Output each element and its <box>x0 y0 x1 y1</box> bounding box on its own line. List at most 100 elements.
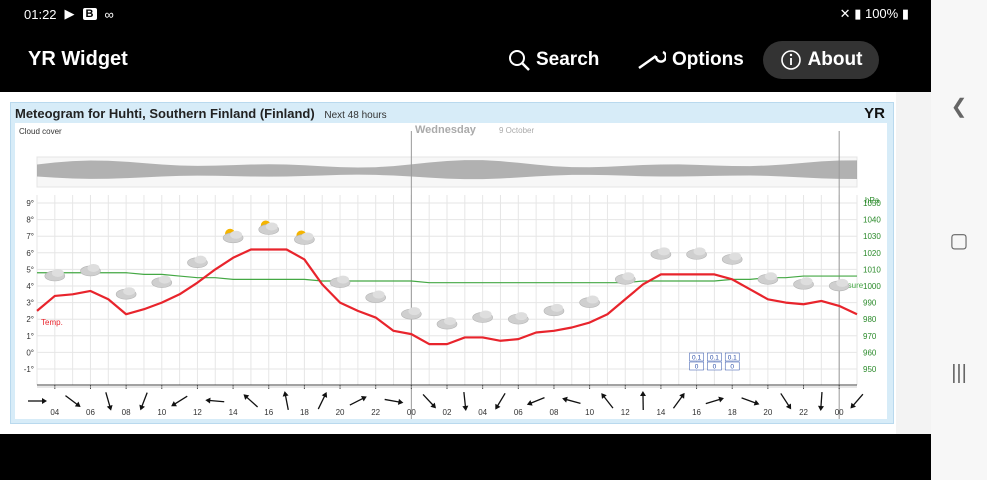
wrench-icon <box>638 50 666 70</box>
x-tick-label: 14 <box>229 408 238 417</box>
wind-arrow <box>672 392 685 409</box>
wind-arrow <box>171 395 188 407</box>
battery-text: 100% <box>864 6 899 21</box>
y-left-tick-label: 0° <box>26 348 34 357</box>
wind-arrow <box>139 392 148 411</box>
x-tick-label: 20 <box>336 408 345 417</box>
precip-label: 0.1 <box>710 355 719 362</box>
x-tick-label: 16 <box>692 408 701 417</box>
precip-box <box>707 352 722 362</box>
x-tick-label: 18 <box>300 408 309 417</box>
y-left-tick-label: 4° <box>26 282 34 291</box>
y-right-tick-label: 990 <box>863 299 877 308</box>
cloud-icon <box>258 220 280 235</box>
options-button[interactable]: Options <box>636 41 744 79</box>
meteogram-title: Meteogram for Huhti, Southern Finland (F… <box>15 106 387 121</box>
chart-grid <box>36 131 858 419</box>
cloud-icon <box>543 303 565 317</box>
y-right-tick-label: 1040 <box>863 216 881 225</box>
wind-arrow <box>243 394 259 408</box>
wind-arrow <box>495 392 506 410</box>
precip-box <box>689 352 704 362</box>
cloud-cover-band <box>36 156 858 188</box>
search-icon <box>509 50 530 71</box>
wind-arrow <box>780 393 792 410</box>
y-right-ticks: 1050 1040 1030 1020 1010 1000 990 980 970 960 950 <box>863 199 881 374</box>
status-time: 01:22 <box>24 6 57 22</box>
day-date: 9 October <box>499 126 534 135</box>
wind-arrows <box>28 386 864 411</box>
wind-arrow <box>105 392 113 411</box>
precip-box <box>707 361 722 371</box>
meteogram-svg: Cloud cover Wednesday 9 October hPa 9° 8°… <box>19 124 881 419</box>
cloud-icon <box>721 252 743 265</box>
x-tick-label: 04 <box>50 408 59 417</box>
y-left-tick-label: 2° <box>26 315 34 324</box>
y-right-tick-label: 960 <box>863 348 877 357</box>
precip-box <box>724 361 740 371</box>
search-button[interactable]: Search <box>508 41 599 79</box>
y-left-tick-label: 6° <box>26 249 34 258</box>
y-left-tick-label: 5° <box>26 265 34 274</box>
cloud-icon <box>294 230 315 245</box>
y-right-tick-label: 970 <box>863 332 877 341</box>
about-button[interactable]: About <box>763 41 879 79</box>
precip-label: 0 <box>695 364 699 371</box>
precip-label: 0 <box>730 364 734 371</box>
recents-icon[interactable]: ||| <box>951 362 967 384</box>
cloud-icon <box>115 287 137 300</box>
pressure-unit: hPa <box>865 196 880 205</box>
x-tick-label: 00 <box>835 408 844 417</box>
cloud-band-shape <box>37 160 857 180</box>
y-right-tick-label: 950 <box>863 365 877 374</box>
precip-label: 0.1 <box>692 355 701 362</box>
wind-arrow <box>640 391 646 411</box>
pressure-line <box>37 272 857 284</box>
cloud-icon <box>329 275 351 288</box>
signal-icon: ▮ <box>854 6 862 21</box>
wind-arrow <box>384 398 404 405</box>
x-tick-label: 10 <box>585 408 594 417</box>
cloud-icon <box>614 272 636 285</box>
precip-label: 0 <box>713 364 717 371</box>
y-left-tick-label: 7° <box>26 232 34 241</box>
temperature-line <box>36 248 858 346</box>
about-label: About <box>807 49 863 70</box>
cloud-icon <box>757 272 779 285</box>
back-icon[interactable]: ❮ <box>950 96 968 118</box>
search-label: Search <box>536 49 600 70</box>
y-left-tick-label: 8° <box>26 216 34 225</box>
x-tick-label: 06 <box>86 408 95 417</box>
wind-arrow <box>741 397 760 406</box>
meteogram-title-text: Meteogram for Huhti, Southern Finland (F… <box>15 106 315 121</box>
y-right-tick-label: 1010 <box>863 265 881 274</box>
cloud-icon <box>365 290 386 303</box>
cloud-icon <box>401 307 422 320</box>
x-ticks: 04 06 08 10 12 14 16 18 20 22 00 02 04 06 08 10 12 14 16 18… <box>50 385 844 417</box>
x-tick-label: 04 <box>478 408 487 417</box>
cloud-icon <box>793 277 814 290</box>
x-tick-label: 14 <box>656 408 665 417</box>
cloud-icon <box>650 247 672 260</box>
y-right-tick-label: 1030 <box>863 232 881 241</box>
cloud-icon <box>187 255 208 268</box>
wind-arrow <box>28 398 47 404</box>
wind-arrow <box>317 392 328 410</box>
wind-arrow <box>601 393 614 409</box>
precip-box <box>689 361 704 371</box>
meteogram-chart: Cloud cover Wednesday 9 October hPa 9° 8°… <box>15 123 887 419</box>
wind-arrow <box>422 393 436 409</box>
y-left-tick-label: 9° <box>26 199 34 208</box>
wind-arrow <box>850 393 864 409</box>
b-badge-icon: B <box>82 8 97 20</box>
cloud-icon <box>686 247 707 260</box>
wind-arrow <box>65 395 81 408</box>
y-left-tick-label: 3° <box>26 299 34 308</box>
link-icon: ∞ <box>104 6 114 22</box>
x-tick-label: 08 <box>122 408 131 417</box>
home-icon[interactable]: ▢ <box>949 230 969 252</box>
precip-label: 0.1 <box>728 355 737 362</box>
bottom-bar <box>0 434 931 480</box>
cloud-cover-label: Cloud cover <box>19 127 62 136</box>
y-right-tick-label: 1020 <box>863 249 881 258</box>
